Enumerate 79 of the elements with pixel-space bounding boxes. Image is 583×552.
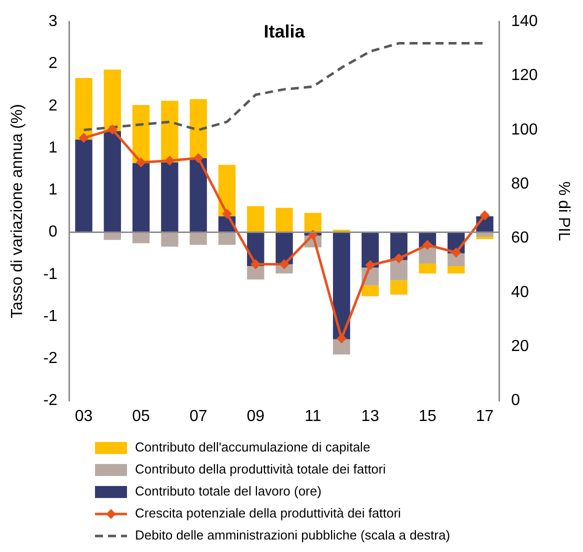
x-tick-label: 09 (246, 408, 265, 425)
bar (132, 163, 150, 232)
y-tick-label: -2 (43, 392, 58, 410)
point (136, 157, 146, 168)
bar (418, 263, 436, 274)
bar (218, 232, 236, 245)
point (336, 333, 347, 344)
bar (190, 232, 207, 245)
bar (362, 232, 379, 268)
y-tick-label: -1 (43, 266, 58, 283)
point (250, 259, 261, 270)
bar (161, 162, 178, 232)
y-tick-label: 2 (48, 97, 58, 114)
bar (448, 266, 465, 274)
bar (247, 266, 264, 280)
y-axis-title: Tasso di variazione annua (%) (9, 104, 26, 318)
bar (276, 232, 293, 264)
bar (104, 232, 121, 240)
y-tick-label: 2 (48, 55, 58, 72)
bar (190, 99, 207, 158)
point (279, 259, 290, 270)
bar (132, 232, 150, 244)
x-tick-label: 13 (361, 408, 380, 425)
point (107, 124, 118, 134)
bar (362, 285, 379, 296)
point (222, 208, 232, 219)
y2-tick-label: 0 (511, 392, 520, 410)
bar (104, 131, 121, 232)
bar (75, 140, 92, 232)
y-tick-label: -2 (43, 350, 58, 368)
bar (332, 232, 350, 340)
bar (218, 164, 236, 216)
bar (132, 105, 150, 164)
x-tick-label: 11 (304, 408, 322, 425)
y2-tick-label: 120 (511, 67, 538, 84)
y-tick-label: -1 (43, 308, 58, 325)
x-tick-label: 07 (189, 408, 208, 425)
y-tick-label: 1 (48, 139, 58, 156)
y2-tick-label: 80 (511, 176, 530, 193)
bar (448, 253, 465, 266)
bar (247, 206, 264, 232)
point (394, 253, 404, 264)
point (78, 132, 89, 143)
bar (476, 236, 494, 240)
bar (390, 280, 408, 295)
bar (418, 247, 436, 264)
y-tick-label: 0 (48, 224, 58, 241)
bar (161, 232, 178, 247)
point (480, 210, 490, 220)
y2-tick-label: 140 (511, 13, 538, 30)
legend-label: Contributo dell'accumulazione di capitale (135, 440, 370, 455)
point (365, 260, 376, 270)
point (451, 247, 462, 258)
bar (104, 70, 121, 132)
bar (332, 339, 350, 354)
x-tick-label: 05 (132, 408, 150, 425)
legend-label: Contributo totale del lavoro (ore) (135, 484, 322, 499)
bar (276, 208, 293, 232)
y-tick-label: 1 (48, 182, 58, 199)
legend-label: Crescita potenziale della produttività dei fattori (135, 506, 402, 521)
point (193, 153, 204, 164)
y2-tick-label: 20 (511, 338, 530, 356)
y2-axis-title: % di PIL (554, 181, 572, 242)
x-tick-label: 17 (476, 408, 494, 425)
x-tick-label: 15 (418, 408, 436, 425)
y-tick-label: 3 (48, 13, 58, 30)
bar (304, 212, 322, 232)
point (164, 156, 175, 166)
bar (190, 158, 207, 232)
y2-tick-label: 100 (511, 121, 538, 138)
legend-label: Contributo della produttività totale dei fattori (135, 462, 386, 477)
y2-tick-label: 60 (511, 230, 530, 247)
bar (75, 78, 92, 140)
bar (390, 260, 408, 280)
y2-tick-label: 40 (511, 284, 530, 301)
chart-title: Italia (264, 22, 306, 42)
x-tick-label: 03 (74, 408, 93, 425)
legend-label: Debito delle amministrazioni pubbliche (scala a destra) (135, 528, 450, 543)
bar (161, 100, 178, 162)
